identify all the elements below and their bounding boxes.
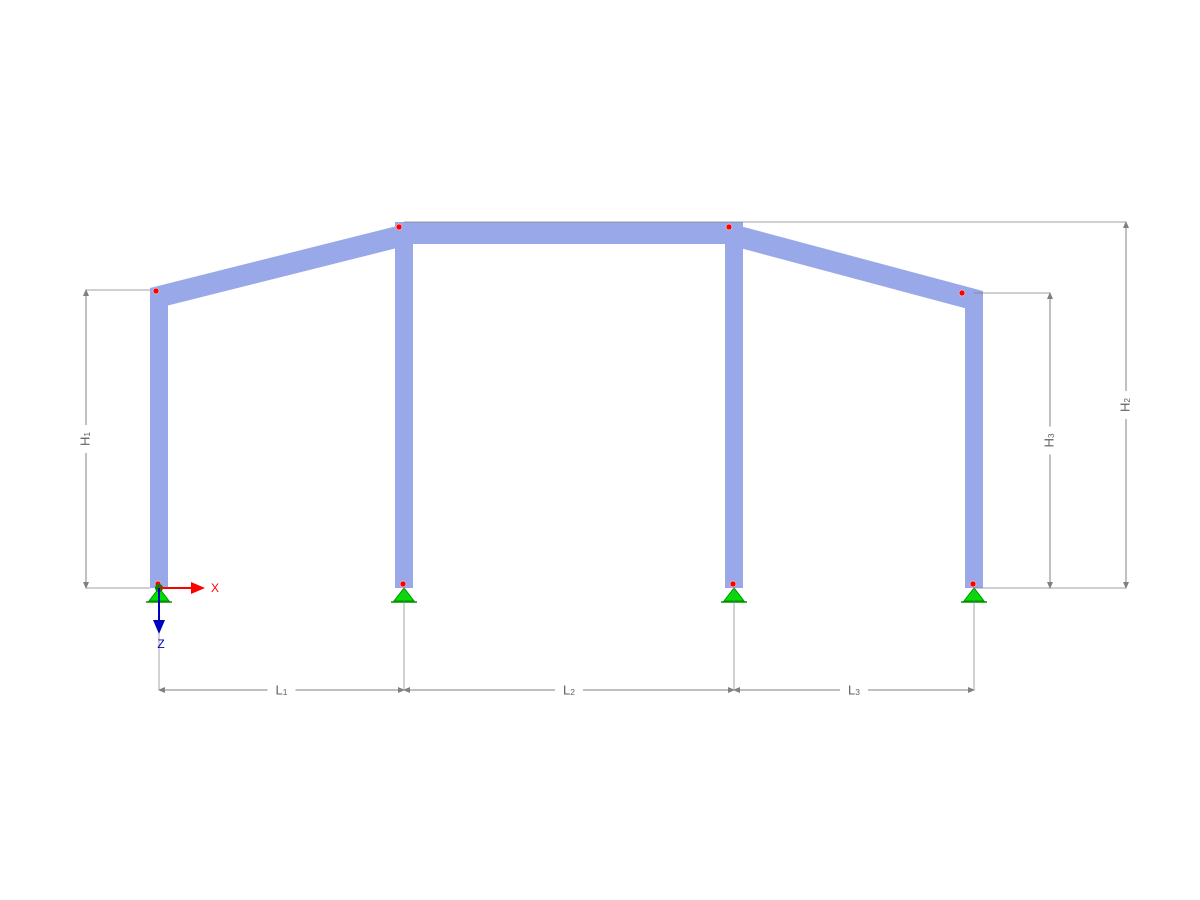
x-axis-label: X [211,581,219,595]
structural-frame-diagram: L1L2L3H1H3H2XZ [0,0,1200,900]
column-col4 [965,291,983,588]
hinge-icon [730,581,736,587]
column-col2 [395,222,413,588]
hinge-icon [400,581,406,587]
hinge-icon [726,224,732,230]
beam-beam2 [395,222,743,244]
beam-beam1 [150,222,413,310]
hinge-icon [153,288,159,294]
beam-beam3 [725,222,983,313]
members [150,222,983,588]
hinge-icon [396,224,402,230]
hinge-icon [959,290,965,296]
hinge-icon [970,581,976,587]
supports [146,588,987,602]
column-col3 [725,222,743,588]
coordinate-axes: XZ [155,581,219,651]
column-col1 [150,288,168,588]
z-axis-label: Z [157,637,164,651]
hinges [153,224,976,587]
